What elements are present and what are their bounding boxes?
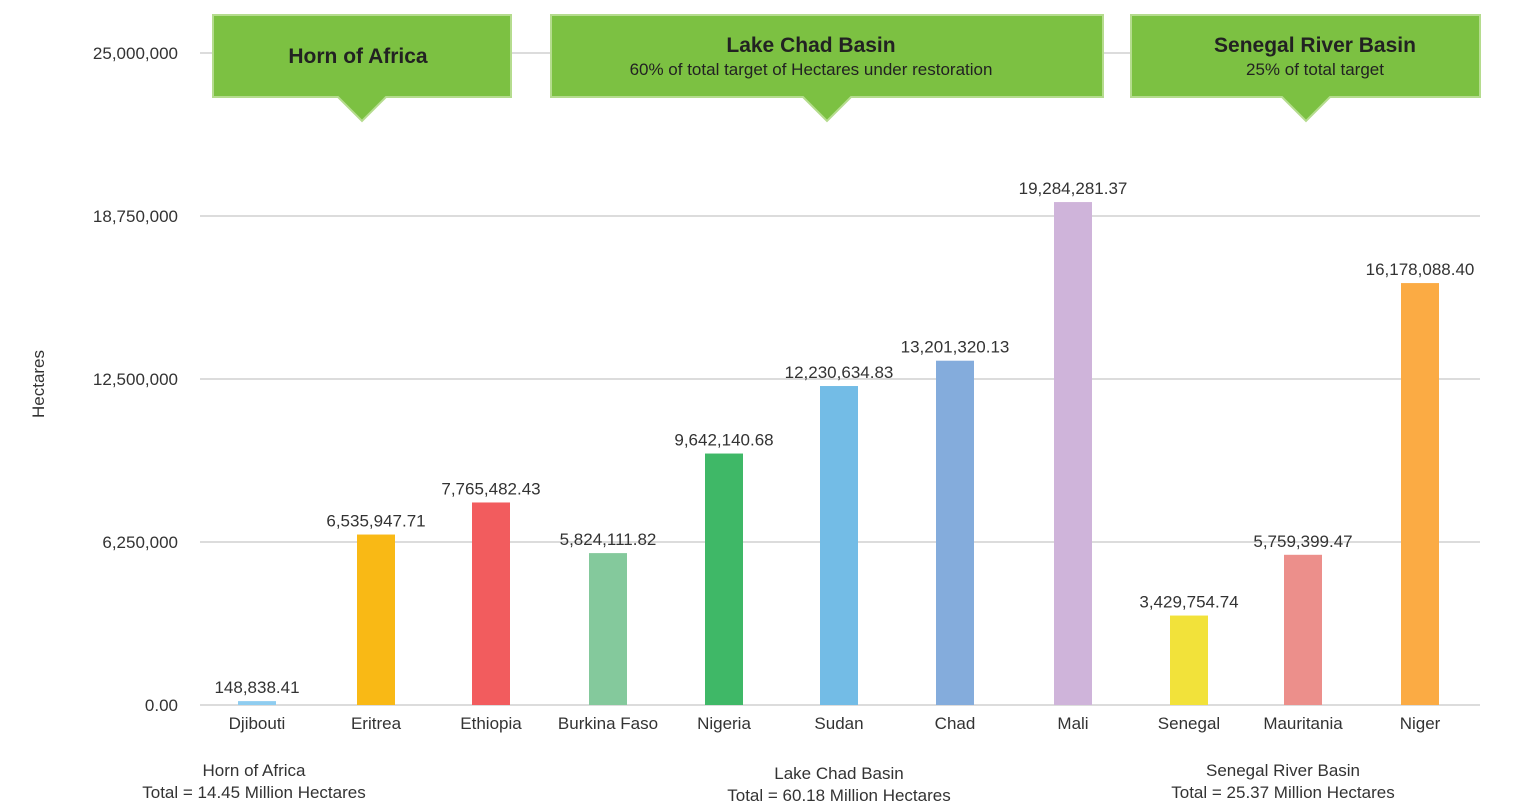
- y-tick-label: 0.00: [145, 696, 178, 715]
- bar-ethiopia: [472, 502, 510, 705]
- group-name: Lake Chad Basin: [774, 764, 903, 783]
- x-tick-label: Burkina Faso: [558, 714, 658, 733]
- callout-title: Senegal River Basin: [1214, 34, 1416, 57]
- bar-niger: [1401, 283, 1439, 705]
- group-total: Total = 14.45 Million Hectares: [142, 783, 365, 802]
- y-tick-label: 12,500,000: [93, 370, 178, 389]
- x-tick-label: Chad: [935, 714, 976, 733]
- bar-mauritania: [1284, 554, 1322, 705]
- x-tick-label: Nigeria: [697, 714, 751, 733]
- data-label: 7,765,482.43: [441, 479, 540, 498]
- bar-chad: [936, 360, 974, 705]
- callout-title: Lake Chad Basin: [726, 34, 895, 57]
- callouts: Horn of Africa Lake Chad Basin 60% of to…: [212, 14, 1481, 123]
- callout-title: Horn of Africa: [288, 45, 428, 68]
- x-tick-label: Eritrea: [351, 714, 402, 733]
- data-label: 3,429,754.74: [1139, 593, 1238, 612]
- callout-senegal-river-basin: Senegal River Basin 25% of total target: [1130, 14, 1481, 123]
- bar-eritrea: [357, 534, 395, 705]
- group-name: Horn of Africa: [203, 761, 307, 780]
- x-tick-label: Djibouti: [229, 714, 286, 733]
- y-tick-label: 6,250,000: [102, 533, 178, 552]
- bar-sudan: [820, 386, 858, 705]
- bar-nigeria: [705, 453, 743, 705]
- data-label: 148,838.41: [214, 678, 299, 697]
- callout-lake-chad-basin: Lake Chad Basin 60% of total target of H…: [550, 14, 1104, 123]
- callout-subtitle: 25% of total target: [1246, 60, 1384, 79]
- x-tick-label: Mali: [1057, 714, 1088, 733]
- y-axis-ticks: 0.00 6,250,000 12,500,000 18,750,000 25,000,…: [93, 44, 178, 715]
- data-label: 12,230,634.83: [785, 363, 894, 382]
- y-axis-label: Hectares: [29, 350, 48, 418]
- data-label: 16,178,088.40: [1366, 260, 1475, 279]
- bar-senegal: [1170, 615, 1208, 705]
- x-tick-label: Mauritania: [1263, 714, 1343, 733]
- y-tick-label: 18,750,000: [93, 207, 178, 226]
- data-label: 19,284,281.37: [1019, 179, 1128, 198]
- bar-burkina-faso: [589, 553, 627, 705]
- x-tick-label: Senegal: [1158, 714, 1220, 733]
- data-label: 5,824,111.82: [560, 530, 657, 549]
- callout-horn-of-africa: Horn of Africa: [212, 14, 512, 123]
- group-total: Total = 60.18 Million Hectares: [727, 786, 950, 805]
- data-label: 6,535,947.71: [326, 512, 425, 531]
- data-label: 13,201,320.13: [901, 338, 1010, 357]
- bar-djibouti: [238, 701, 276, 705]
- y-tick-label: 25,000,000: [93, 44, 178, 63]
- group-name: Senegal River Basin: [1206, 761, 1360, 780]
- bar-mali: [1054, 202, 1092, 705]
- data-label: 9,642,140.68: [674, 431, 773, 450]
- x-tick-label: Niger: [1400, 714, 1441, 733]
- x-tick-label: Sudan: [814, 714, 863, 733]
- data-label: 5,759,399.47: [1253, 532, 1352, 551]
- x-tick-label: Ethiopia: [460, 714, 522, 733]
- bars: 148,838.41 Djibouti 6,535,947.71 Eritrea 7,7…: [214, 179, 1474, 733]
- group-totals: Horn of Africa Total = 14.45 Million Hec…: [142, 761, 1394, 805]
- callout-subtitle: 60% of total target of Hectares under re…: [630, 60, 993, 79]
- group-total: Total = 25.37 Million Hectares: [1171, 783, 1394, 802]
